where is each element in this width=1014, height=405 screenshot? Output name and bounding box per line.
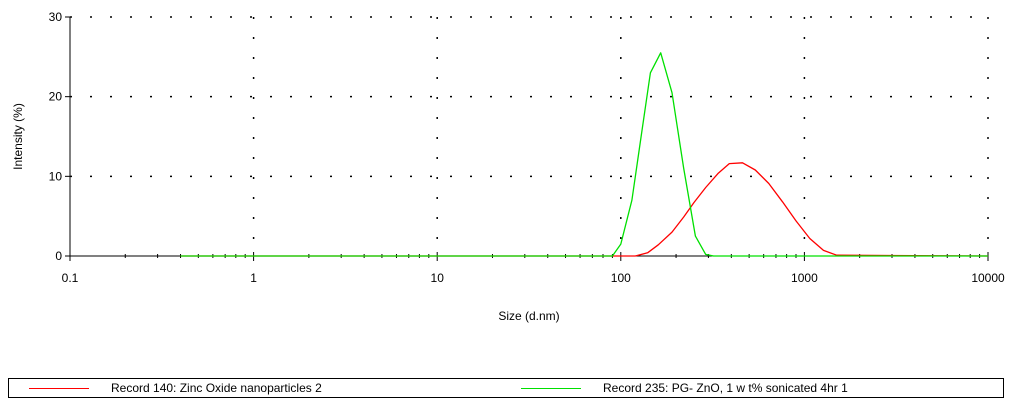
x-axis-title: Size (d.nm) (498, 309, 559, 323)
legend-item-record-235: Record 235: PG- ZnO, 1 w t% sonicated 4h… (521, 379, 848, 397)
y-tick-label: 30 (49, 10, 63, 24)
y-tick-label: 10 (49, 169, 63, 183)
legend-swatch-red (29, 387, 89, 389)
y-tick-label: 0 (55, 249, 62, 263)
x-tick-label: 1000 (791, 271, 818, 285)
axes (69, 17, 988, 257)
legend-label-record-235: Record 235: PG- ZnO, 1 w t% sonicated 4h… (603, 381, 848, 395)
y-tick-labels: 0 10 20 30 (49, 10, 70, 263)
y-axis-title: Intensity (%) (11, 103, 25, 170)
series-line-0 (180, 162, 989, 257)
y-tick-label: 20 (49, 90, 63, 104)
legend: Record 140: Zinc Oxide nanoparticles 2 R… (8, 378, 1004, 398)
series-line-1 (180, 52, 988, 257)
legend-label-record-140: Record 140: Zinc Oxide nanoparticles 2 (111, 381, 322, 395)
x-tick-labels: 0.1 1 10 100 1000 10000 (62, 252, 1005, 285)
x-tick-label: 100 (611, 271, 631, 285)
x-tick-label: 1 (250, 271, 257, 285)
legend-swatch-green (521, 387, 581, 389)
series-layer (180, 52, 989, 257)
x-tick-label: 10 (431, 271, 445, 285)
x-tick-label: 0.1 (62, 271, 79, 285)
legend-item-record-140: Record 140: Zinc Oxide nanoparticles 2 (29, 379, 322, 397)
x-tick-label: 10000 (971, 271, 1005, 285)
grid-lines (70, 16, 989, 256)
